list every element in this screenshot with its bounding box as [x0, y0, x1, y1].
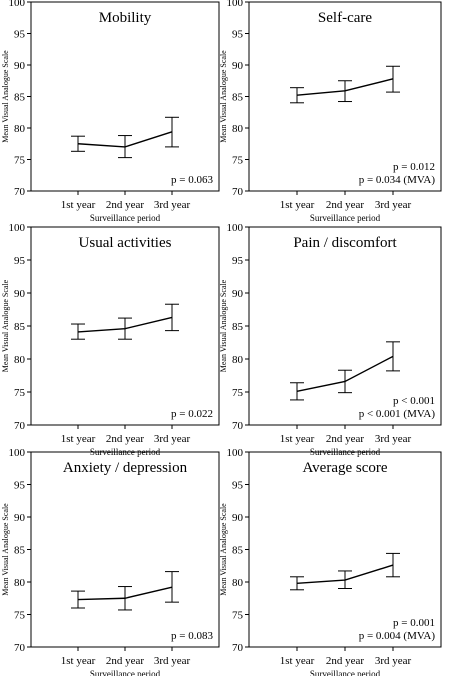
y-tick-label: 80: [232, 354, 244, 366]
x-tick-label: 1st year: [61, 199, 96, 211]
plot-frame: [30, 451, 220, 648]
chart-title: Usual activities: [79, 235, 172, 251]
chart-title: Average score: [302, 460, 387, 476]
x-axis-label: Surveillance period: [310, 669, 381, 676]
y-tick-label: 90: [14, 512, 26, 524]
p-value-annotation: p = 0.004 (MVA): [359, 630, 436, 642]
y-axis-label: Mean Visual Analogue Scale: [219, 279, 228, 372]
y-tick-label: 100: [227, 0, 244, 9]
y-tick-label: 75: [232, 610, 244, 622]
x-tick-label: 1st year: [61, 655, 96, 667]
y-tick-label: 90: [232, 512, 244, 524]
y-tick-label: 85: [14, 92, 26, 104]
chart-title: Anxiety / depression: [63, 460, 188, 476]
x-tick-label: 2nd year: [326, 433, 365, 445]
x-tick-label: 1st year: [280, 199, 315, 211]
chart-title: Self-care: [318, 10, 372, 26]
y-axis-label: Mean Visual Analogue Scale: [219, 50, 228, 143]
y-tick-label: 95: [14, 255, 26, 267]
x-tick-label: 3rd year: [154, 433, 191, 445]
y-tick-label: 85: [232, 545, 244, 557]
y-tick-label: 70: [232, 642, 244, 654]
x-axis-label: Surveillance period: [310, 213, 381, 223]
y-tick-label: 90: [14, 60, 26, 72]
y-tick-label: 100: [9, 222, 26, 234]
y-tick-label: 90: [232, 288, 244, 300]
x-tick-label: 2nd year: [106, 199, 145, 211]
y-tick-label: 80: [14, 577, 26, 589]
x-axis-label: Surveillance period: [90, 213, 161, 223]
chart-title: Pain / discomfort: [293, 235, 397, 251]
y-tick-label: 85: [14, 321, 26, 333]
y-tick-label: 75: [232, 155, 244, 167]
p-value-annotation: p = 0.063: [171, 174, 213, 186]
y-axis-label: Mean Visual Analogue Scale: [1, 50, 10, 143]
p-value-annotation: p < 0.001: [393, 395, 435, 407]
chart-panel: 70 75 80 85 90 95 100 1st year 2nd year 3rd year S…: [219, 447, 442, 676]
y-tick-label: 90: [232, 60, 244, 72]
x-tick-label: 3rd year: [154, 655, 191, 667]
x-tick-label: 1st year: [61, 433, 96, 445]
y-tick-label: 90: [14, 288, 26, 300]
y-tick-label: 80: [14, 354, 26, 366]
x-tick-label: 3rd year: [154, 199, 191, 211]
y-tick-label: 75: [14, 387, 26, 399]
y-axis-label: Mean Visual Analogue Scale: [219, 503, 228, 596]
y-tick-label: 95: [14, 29, 26, 41]
p-value-annotation: p = 0.022: [171, 408, 213, 420]
y-tick-label: 70: [14, 186, 26, 198]
x-axis-label: Surveillance period: [90, 669, 161, 676]
y-tick-label: 95: [232, 480, 244, 492]
chart-panel: 70 75 80 85 90 95 100 1st year 2nd year 3rd year S…: [1, 447, 220, 676]
chart-title: Mobility: [99, 10, 152, 26]
y-tick-label: 70: [232, 186, 244, 198]
y-tick-label: 100: [9, 0, 26, 9]
y-axis-label: Mean Visual Analogue Scale: [1, 279, 10, 372]
y-tick-label: 100: [9, 447, 26, 459]
y-tick-label: 80: [232, 123, 244, 135]
y-axis-label: Mean Visual Analogue Scale: [1, 503, 10, 596]
y-tick-label: 85: [14, 545, 26, 557]
y-tick-label: 95: [14, 480, 26, 492]
p-value-annotation: p = 0.001: [393, 617, 435, 629]
y-tick-label: 100: [227, 447, 244, 459]
p-value-annotation: p = 0.012: [393, 161, 435, 173]
x-tick-label: 3rd year: [375, 199, 412, 211]
plot-frame: [30, 1, 220, 192]
y-tick-label: 75: [14, 155, 26, 167]
y-tick-label: 70: [14, 420, 26, 432]
x-tick-label: 1st year: [280, 433, 315, 445]
p-value-annotation: p = 0.034 (MVA): [359, 174, 436, 186]
x-tick-label: 2nd year: [326, 199, 365, 211]
p-value-annotation: p = 0.083: [171, 630, 213, 642]
x-tick-label: 2nd year: [106, 655, 145, 667]
y-tick-label: 70: [232, 420, 244, 432]
y-tick-label: 80: [14, 123, 26, 135]
x-tick-label: 3rd year: [375, 655, 412, 667]
y-tick-label: 75: [232, 387, 244, 399]
y-tick-label: 85: [232, 92, 244, 104]
y-tick-label: 95: [232, 29, 244, 41]
x-tick-label: 3rd year: [375, 433, 412, 445]
x-tick-label: 1st year: [280, 655, 315, 667]
y-tick-label: 85: [232, 321, 244, 333]
x-tick-label: 2nd year: [326, 655, 365, 667]
x-tick-label: 2nd year: [106, 433, 145, 445]
y-tick-label: 80: [232, 577, 244, 589]
p-value-annotation: p < 0.001 (MVA): [359, 408, 436, 420]
y-tick-label: 95: [232, 255, 244, 267]
y-tick-label: 100: [227, 222, 244, 234]
y-tick-label: 70: [14, 642, 26, 654]
chart-panel: 70 75 80 85 90 95 100 1st year 2nd year 3rd year S…: [1, 0, 220, 223]
y-tick-label: 75: [14, 610, 26, 622]
chart-panel: 70 75 80 85 90 95 100 1st year 2nd year 3rd year S…: [219, 0, 442, 223]
